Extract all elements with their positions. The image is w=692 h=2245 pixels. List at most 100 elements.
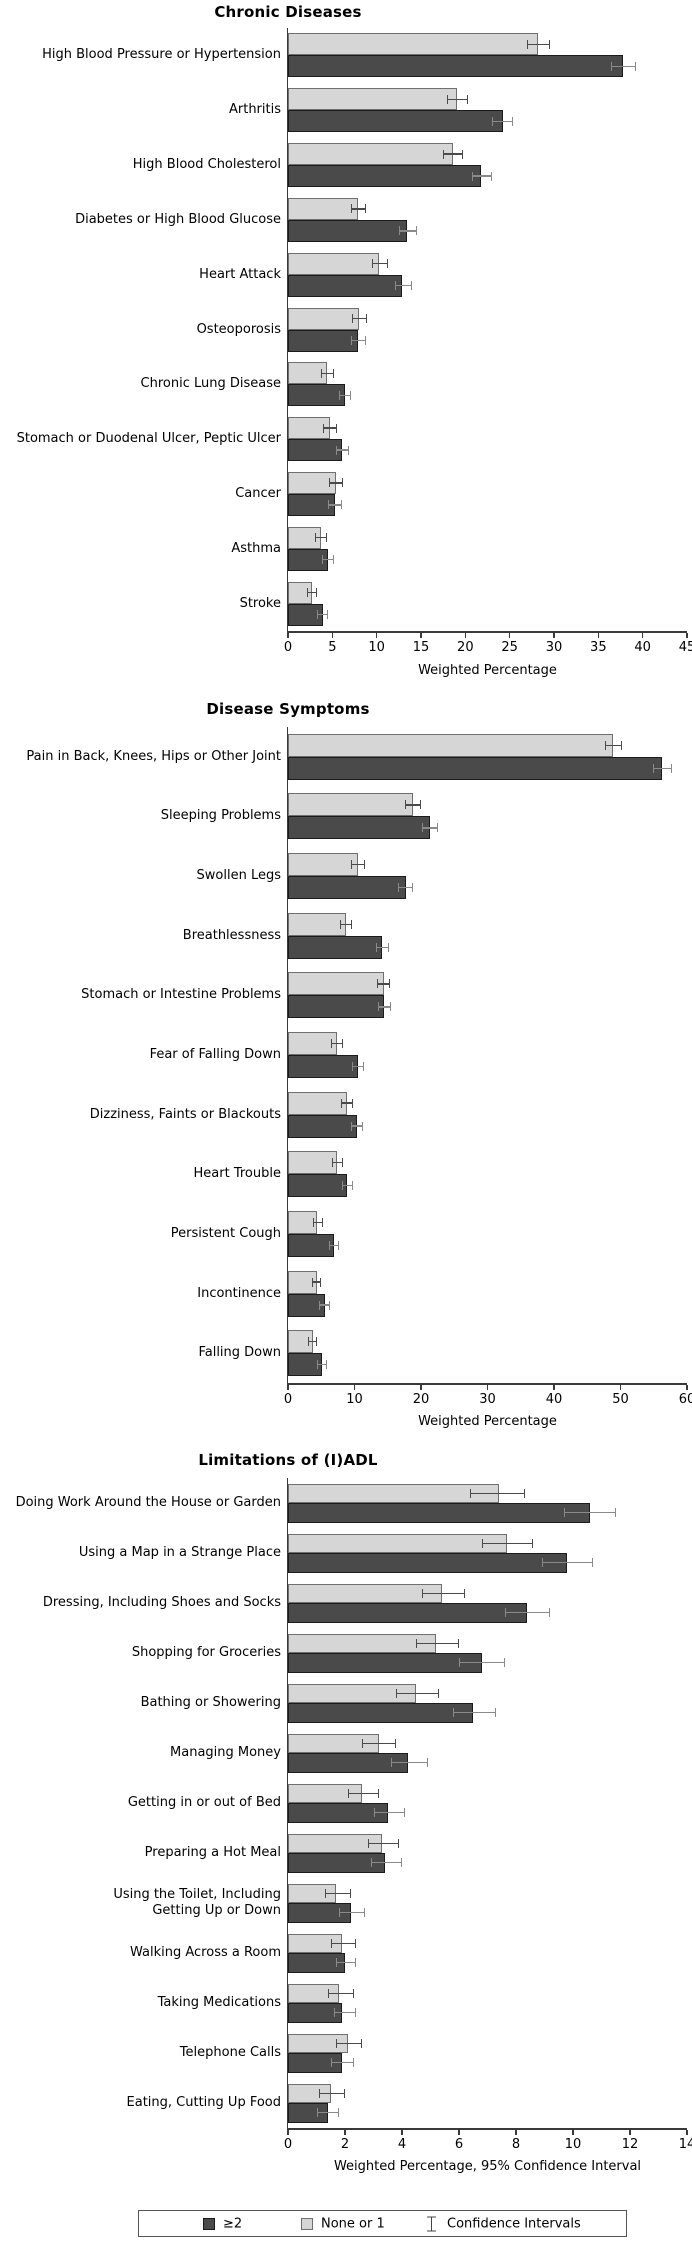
x-tick xyxy=(642,632,644,638)
x-tick-label: 45 xyxy=(678,640,692,655)
ci-none-or-1 xyxy=(526,39,550,49)
category-label: Dizziness, Faints or Blackouts xyxy=(89,1106,281,1122)
bar-none-or-1 xyxy=(288,1483,499,1503)
category-label: Incontinence xyxy=(197,1285,281,1301)
ci-ge2 xyxy=(335,445,350,455)
ci-ge2 xyxy=(610,61,636,71)
ci-ge2 xyxy=(330,2058,354,2068)
category-label: Stomach or Duodenal Ulcer, Peptic Ulcer xyxy=(16,431,281,446)
ci-none-or-1 xyxy=(421,1588,465,1598)
x-tick-label: 20 xyxy=(412,1392,430,1407)
x-tick xyxy=(331,632,333,638)
bar-ge2 xyxy=(288,329,359,352)
category-label: Stomach or Intestine Problems xyxy=(81,987,281,1003)
category-label: Doing Work Around the House or Garden xyxy=(15,1494,281,1510)
x-tick xyxy=(458,2129,460,2135)
bar-none-or-1 xyxy=(288,853,358,877)
bar-none-or-1 xyxy=(288,307,359,330)
bar-none-or-1 xyxy=(288,252,380,275)
category-label: Cancer xyxy=(235,485,281,501)
category-label: Taking Medications xyxy=(157,1994,281,2010)
ci-none-or-1 xyxy=(307,1337,318,1347)
ci-none-or-1 xyxy=(481,1538,534,1548)
x-axis-line xyxy=(286,631,687,633)
ci-none-or-1 xyxy=(336,2038,363,2048)
x-tick xyxy=(686,1384,688,1390)
category-label: High Blood Pressure or Hypertension xyxy=(42,47,281,63)
ci-ge2 xyxy=(459,1658,505,1668)
category-label: Managing Money xyxy=(170,1744,281,1760)
ci-ge2 xyxy=(351,1121,364,1131)
ci-ge2 xyxy=(504,1608,551,1618)
bar-ge2 xyxy=(288,439,343,462)
ci-none-or-1 xyxy=(311,1277,322,1287)
category-label: Swollen Legs xyxy=(196,867,281,883)
ci-ge2 xyxy=(316,2108,340,2118)
confidence-interval-icon xyxy=(427,2216,436,2231)
ci-none-or-1 xyxy=(396,1688,440,1698)
panel-title-limitations-iadl: Limitations of (I)ADL xyxy=(198,1451,378,1469)
ci-none-or-1 xyxy=(340,1098,353,1108)
ci-ge2 xyxy=(351,1062,364,1071)
x-axis-label-disease-symptoms: Weighted Percentage xyxy=(418,1414,557,1429)
x-tick xyxy=(619,1384,622,1390)
bar-none-or-1 xyxy=(288,793,414,817)
bar-none-or-1 xyxy=(288,912,346,936)
legend-label-ge2: ≥2 xyxy=(223,2216,243,2231)
ci-ge2 xyxy=(398,226,417,236)
x-tick-label: 12 xyxy=(621,2137,639,2152)
category-label: Bathing or Showering xyxy=(140,1694,281,1710)
bar-ge2 xyxy=(288,274,403,297)
ci-none-or-1 xyxy=(314,533,327,543)
x-tick-label: 30 xyxy=(479,1392,496,1407)
x-axis-label-limitations-iadl: Weighted Percentage, 95% Confidence Inte… xyxy=(333,2159,642,2174)
ci-ge2 xyxy=(328,1240,340,1250)
ci-ge2 xyxy=(341,1181,354,1191)
category-label: Diabetes or High Blood Glucose xyxy=(75,211,281,227)
x-tick-label: 15 xyxy=(412,640,430,655)
ci-ge2 xyxy=(453,1708,497,1718)
x-tick-label: 5 xyxy=(328,640,337,655)
ci-ge2 xyxy=(339,1908,365,1918)
bar-ge2 xyxy=(288,995,385,1019)
ci-none-or-1 xyxy=(416,1638,459,1648)
x-tick xyxy=(287,632,289,638)
bar-ge2 xyxy=(288,1703,474,1723)
ci-none-or-1 xyxy=(320,368,335,378)
ci-none-or-1 xyxy=(312,1217,323,1227)
ci-none-or-1 xyxy=(470,1488,525,1498)
panel-title-chronic-diseases: Chronic Diseases xyxy=(214,3,362,21)
x-tick-label: 0 xyxy=(283,640,293,655)
legend: ≥2 None or 1 Confidence Intervals xyxy=(138,2210,627,2237)
bar-ge2 xyxy=(288,110,503,133)
x-tick xyxy=(401,2129,403,2135)
ci-none-or-1 xyxy=(331,1039,344,1048)
ci-ge2 xyxy=(377,1002,392,1012)
ci-ge2 xyxy=(395,281,413,291)
x-axis-line xyxy=(286,1383,687,1385)
ci-none-or-1 xyxy=(362,1738,397,1748)
x-tick-label: 2 xyxy=(340,2137,350,2152)
ci-none-or-1 xyxy=(330,1938,357,1948)
category-label: Walking Across a Room xyxy=(130,1944,281,1960)
bar-none-or-1 xyxy=(288,1583,442,1603)
bar-ge2 xyxy=(288,219,407,242)
bar-ge2 xyxy=(288,1114,358,1138)
x-tick-label: 4 xyxy=(397,2137,407,2152)
ci-none-or-1 xyxy=(323,423,337,433)
category-label: Stroke xyxy=(239,595,281,611)
bar-ge2 xyxy=(288,816,430,840)
ci-ge2 xyxy=(421,823,438,833)
x-tick xyxy=(553,632,555,638)
bar-ge2 xyxy=(288,384,345,407)
category-label: Chronic Lung Disease xyxy=(140,376,281,392)
category-label: Preparing a Hot Meal xyxy=(144,1844,281,1860)
bar-ge2 xyxy=(288,876,406,900)
x-tick xyxy=(515,2129,517,2135)
category-label: Dressing, Including Shoes and Socks xyxy=(42,1594,281,1610)
x-tick-label: 0 xyxy=(283,2137,293,2152)
x-tick-label: 8 xyxy=(511,2137,521,2152)
ci-none-or-1 xyxy=(351,314,367,323)
x-tick-label: 10 xyxy=(564,2137,582,2152)
